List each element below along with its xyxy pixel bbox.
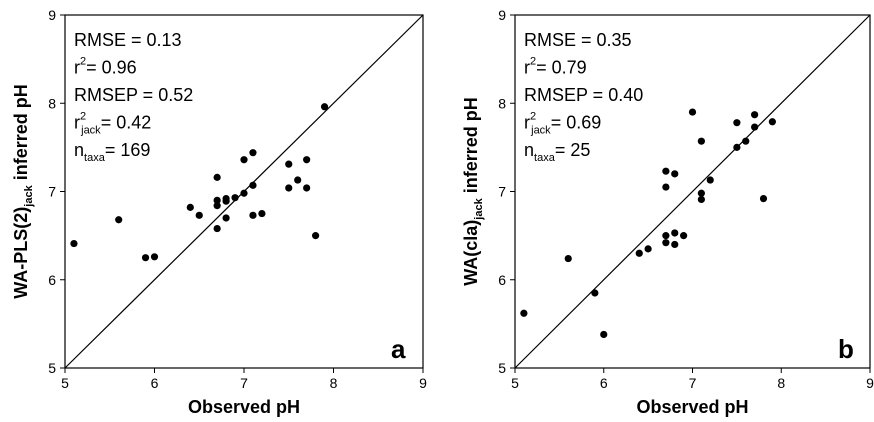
data-point [195,211,203,219]
data-point [285,160,293,168]
data-point [249,149,257,157]
y-axis-label: WA-PLS(2)jack inferred pH [11,84,35,298]
panel-letter: a [391,334,406,364]
data-point [680,232,688,240]
x-tick-label: 8 [777,375,785,391]
x-tick-label: 9 [866,375,874,391]
x-tick-label: 9 [419,375,427,391]
panel-b: 5 6 7 8 9 5 6 7 8 9 RMSE = 0.35 r2= 0.79 RMSEP = 0.4… [461,7,874,417]
data-point [249,211,257,219]
stat-line: RMSE = 0.13 [74,30,182,50]
data-point [662,239,670,247]
data-point [706,176,714,184]
data-point [671,240,679,249]
data-point [635,249,643,257]
y-tick-label: 6 [48,272,56,288]
stat-line: r2 jack= 0.69 [524,111,601,137]
x-tick-label: 7 [689,375,697,391]
data-point [644,245,652,253]
data-point [312,232,320,240]
data-point [222,194,230,203]
data-point [186,203,194,211]
data-point [213,224,221,233]
y-tick-label: 7 [48,184,56,200]
data-point [768,118,776,126]
data-point [115,216,123,224]
data-point [671,170,679,178]
data-point [222,214,230,222]
data-point [240,189,248,197]
data-point [662,232,670,240]
stat-line: RMSE = 0.35 [524,30,632,50]
data-point [697,189,705,197]
data-point [662,183,670,191]
data-point [671,229,679,237]
data-point [751,111,759,119]
data-point [591,289,599,297]
data-point [70,239,78,248]
data-point [213,196,221,204]
data-point [742,137,750,145]
data-point [213,173,221,181]
x-axis-label: Observed pH [636,397,748,417]
stat-line: r2 jack= 0.42 [74,111,151,137]
stat-line: r2= 0.96 [74,56,137,78]
one-to-one-line [514,14,871,369]
data-point [751,123,759,131]
data-point [520,309,528,317]
data-point [697,137,705,145]
stat-line: RMSEP = 0.52 [74,85,193,105]
y-tick-label: 5 [48,360,56,376]
data-point [733,143,741,151]
data-point [150,253,159,261]
y-tick-label: 9 [48,7,56,23]
x-tick-label: 5 [511,375,519,391]
x-tick-label: 5 [61,375,69,391]
x-tick-label: 6 [600,375,608,391]
x-tick-label: 7 [240,375,248,391]
data-point [141,254,150,262]
x-tick-label: 8 [330,375,338,391]
y-tick-label: 8 [48,95,56,111]
y-tick-label: 6 [498,272,506,288]
x-axis-label: Observed pH [188,397,300,417]
data-point [564,254,572,263]
data-point [733,119,741,127]
data-point [249,181,257,189]
data-point [697,195,705,204]
y-tick-label: 9 [498,7,506,23]
panel-a: 5 6 7 8 9 5 6 7 8 9 RMSE = 0.13 r2= 0.96 RMSEP = 0.5… [11,7,427,417]
y-tick-label: 8 [498,95,506,111]
data-point [320,103,329,111]
stat-line: r2= 0.79 [524,56,587,78]
stat-line: ntaxa= 25 [524,140,590,164]
data-point [600,330,608,339]
y-tick-label: 5 [498,360,506,376]
data-point [688,108,697,116]
y-axis-label: WA(cla)jack inferred pH [461,97,485,285]
x-tick-label: 6 [151,375,159,391]
data-point [662,167,670,175]
data-point [213,202,221,210]
data-point [240,156,248,164]
data-point [759,194,768,203]
data-point [294,176,302,184]
data-point [285,184,293,192]
stat-line: ntaxa= 169 [74,140,150,164]
data-point [303,156,311,164]
data-point [303,184,311,192]
data-point [258,209,266,218]
stat-line: RMSEP = 0.40 [524,85,643,105]
y-tick-label: 7 [498,184,506,200]
panel-letter: b [838,334,854,364]
data-point [231,194,239,202]
